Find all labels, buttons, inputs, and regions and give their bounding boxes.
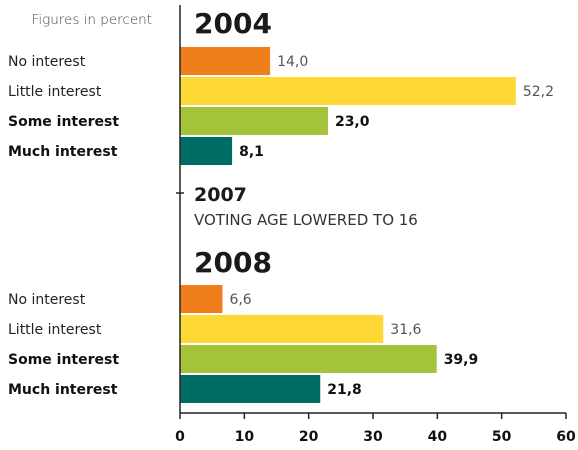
annotation-year: 2007 — [194, 184, 247, 206]
x-tick-label: 40 — [428, 429, 448, 445]
year-2004-heading: 2004 — [194, 7, 272, 40]
value-label: 52,2 — [523, 84, 554, 100]
x-tick-label: 10 — [235, 429, 255, 445]
value-label: 23,0 — [335, 114, 370, 130]
x-tick-label: 60 — [556, 429, 576, 445]
value-label: 14,0 — [277, 54, 308, 70]
category-label: Some interest — [8, 114, 119, 130]
bar-2008-some-interest — [180, 345, 437, 373]
x-tick-label: 0 — [175, 429, 185, 445]
category-label: Much interest — [8, 144, 118, 160]
x-tick-label: 50 — [492, 429, 512, 445]
bar-2008-much-interest — [180, 375, 321, 403]
bar-2004-much-interest — [180, 137, 233, 165]
bar-2008-little-interest — [180, 315, 384, 343]
x-tick-label: 30 — [363, 429, 383, 445]
bar-2008-no-interest — [180, 285, 223, 313]
bar-2004-some-interest — [180, 107, 328, 135]
category-label: Some interest — [8, 352, 119, 368]
figures-note: Figures in percent — [32, 12, 152, 28]
value-label: 39,9 — [444, 352, 479, 368]
category-label: No interest — [8, 292, 86, 308]
category-label: Much interest — [8, 382, 118, 398]
category-label: Little interest — [8, 84, 102, 100]
bar-2004-no-interest — [180, 47, 271, 75]
bars-layer — [180, 47, 516, 403]
value-label: 31,6 — [390, 322, 421, 338]
annotation-text: VOTING AGE LOWERED TO 16 — [194, 211, 418, 229]
value-label: 21,8 — [327, 382, 362, 398]
year-2008-heading: 2008 — [194, 246, 272, 279]
x-axis-ticks: 0 10 20 30 40 50 60 — [175, 413, 576, 445]
x-tick-label: 20 — [299, 429, 319, 445]
labels-layer: 14,0 No interest 52,2 Little interest 23,0 So… — [8, 54, 554, 398]
value-label: 6,6 — [229, 292, 251, 308]
bar-2004-little-interest — [180, 77, 516, 105]
value-label: 8,1 — [239, 144, 264, 160]
category-label: No interest — [8, 54, 86, 70]
category-label: Little interest — [8, 322, 102, 338]
